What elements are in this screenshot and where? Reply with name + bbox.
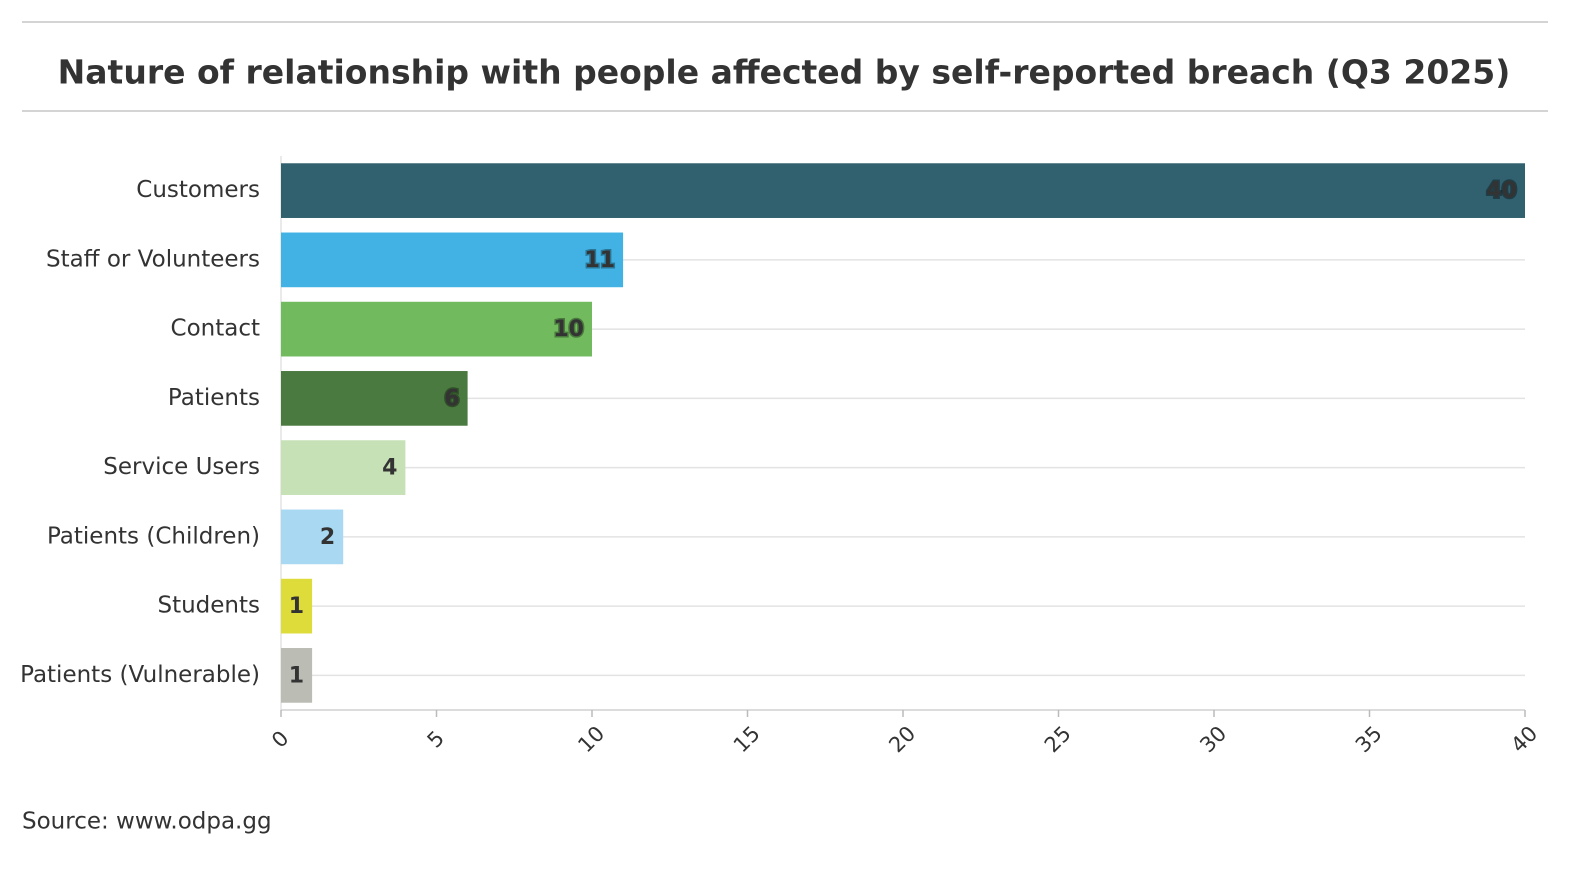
bar [281,232,624,288]
source-note: Source: www.odpa.gg [22,809,272,835]
value-label: 11 [584,248,615,273]
bar [281,440,406,495]
x-tick-label: 10 [573,721,609,757]
bar [281,648,313,703]
bar [281,578,313,634]
value-label: 40 [1486,179,1517,204]
y-tick-label: Patients (Vulnerable) [20,662,260,688]
x-tick-label: 20 [884,721,920,757]
x-tick-label: 30 [1195,721,1231,757]
value-label: 6 [444,386,459,411]
bar [281,301,592,357]
value-label: 10 [553,317,584,342]
y-tick-label: Contact [171,316,260,342]
bar [281,371,468,426]
x-tick-label: 0 [267,726,293,752]
value-label: 1 [289,594,304,619]
y-tick-label: Students [157,593,260,619]
x-tick-label: 40 [1506,721,1542,757]
y-tick-label: Service Users [103,454,260,480]
y-tick-label: Customers [136,177,260,203]
x-tick-label: 15 [729,721,765,757]
bar [281,163,1525,218]
y-tick-label: Staff or Volunteers [46,246,260,272]
x-tick-label: 35 [1351,721,1387,757]
bar [281,509,344,565]
value-label: 4 [382,456,397,481]
value-label: 2 [320,525,335,550]
x-tick-label: 5 [423,726,449,752]
value-label: 1 [289,663,304,688]
chart-title: Nature of relationship with people affec… [58,53,1511,92]
y-tick-label: Patients [168,385,260,411]
y-tick-label: Patients (Children) [47,523,260,549]
x-tick-label: 25 [1040,721,1076,757]
